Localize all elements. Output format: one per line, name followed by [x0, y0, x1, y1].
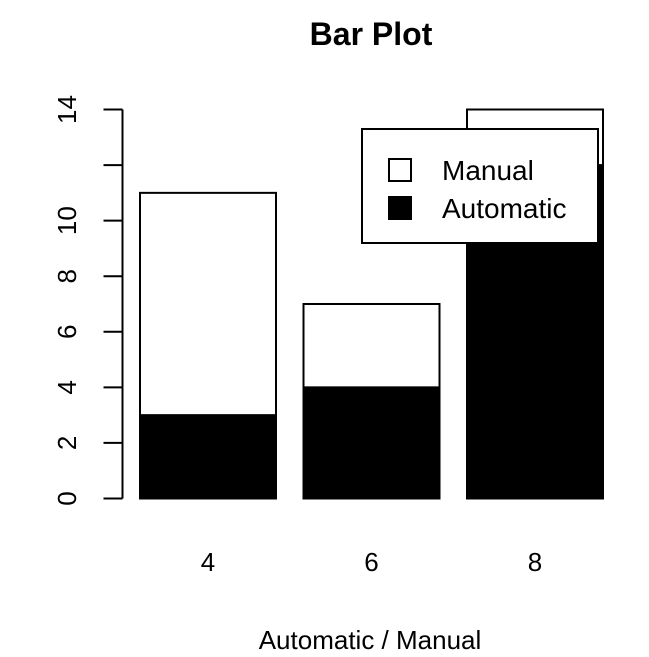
y-tick-label: 6 — [52, 325, 82, 339]
x-axis-label: Automatic / Manual — [259, 625, 482, 655]
x-tick-label: 8 — [528, 547, 542, 577]
bar-manual-6 — [302, 303, 441, 389]
bar-manual-4 — [139, 191, 277, 417]
y-tick-label: 8 — [52, 269, 82, 283]
y-tick-label: 10 — [52, 206, 82, 235]
y-tick-label: 0 — [52, 491, 82, 505]
legend-label-automatic: Automatic — [442, 193, 567, 224]
legend-box — [361, 128, 599, 244]
x-axis-tick-labels: 4 6 8 — [201, 547, 542, 577]
y-axis: 0 2 4 6 8 10 14 — [52, 95, 124, 506]
bar-automatic-6 — [302, 386, 441, 500]
legend: Manual Automatic — [361, 128, 599, 244]
y-tick-label: 14 — [52, 95, 82, 124]
y-tick-label: 4 — [52, 380, 82, 394]
y-tick-label: 2 — [52, 436, 82, 450]
chart-title: Bar Plot — [310, 16, 433, 52]
bar-automatic-4 — [139, 414, 277, 500]
legend-label-manual: Manual — [442, 155, 534, 186]
x-tick-label: 6 — [364, 547, 378, 577]
x-tick-label: 4 — [201, 547, 215, 577]
legend-swatch-manual — [388, 158, 412, 182]
legend-swatch-automatic — [388, 196, 412, 220]
